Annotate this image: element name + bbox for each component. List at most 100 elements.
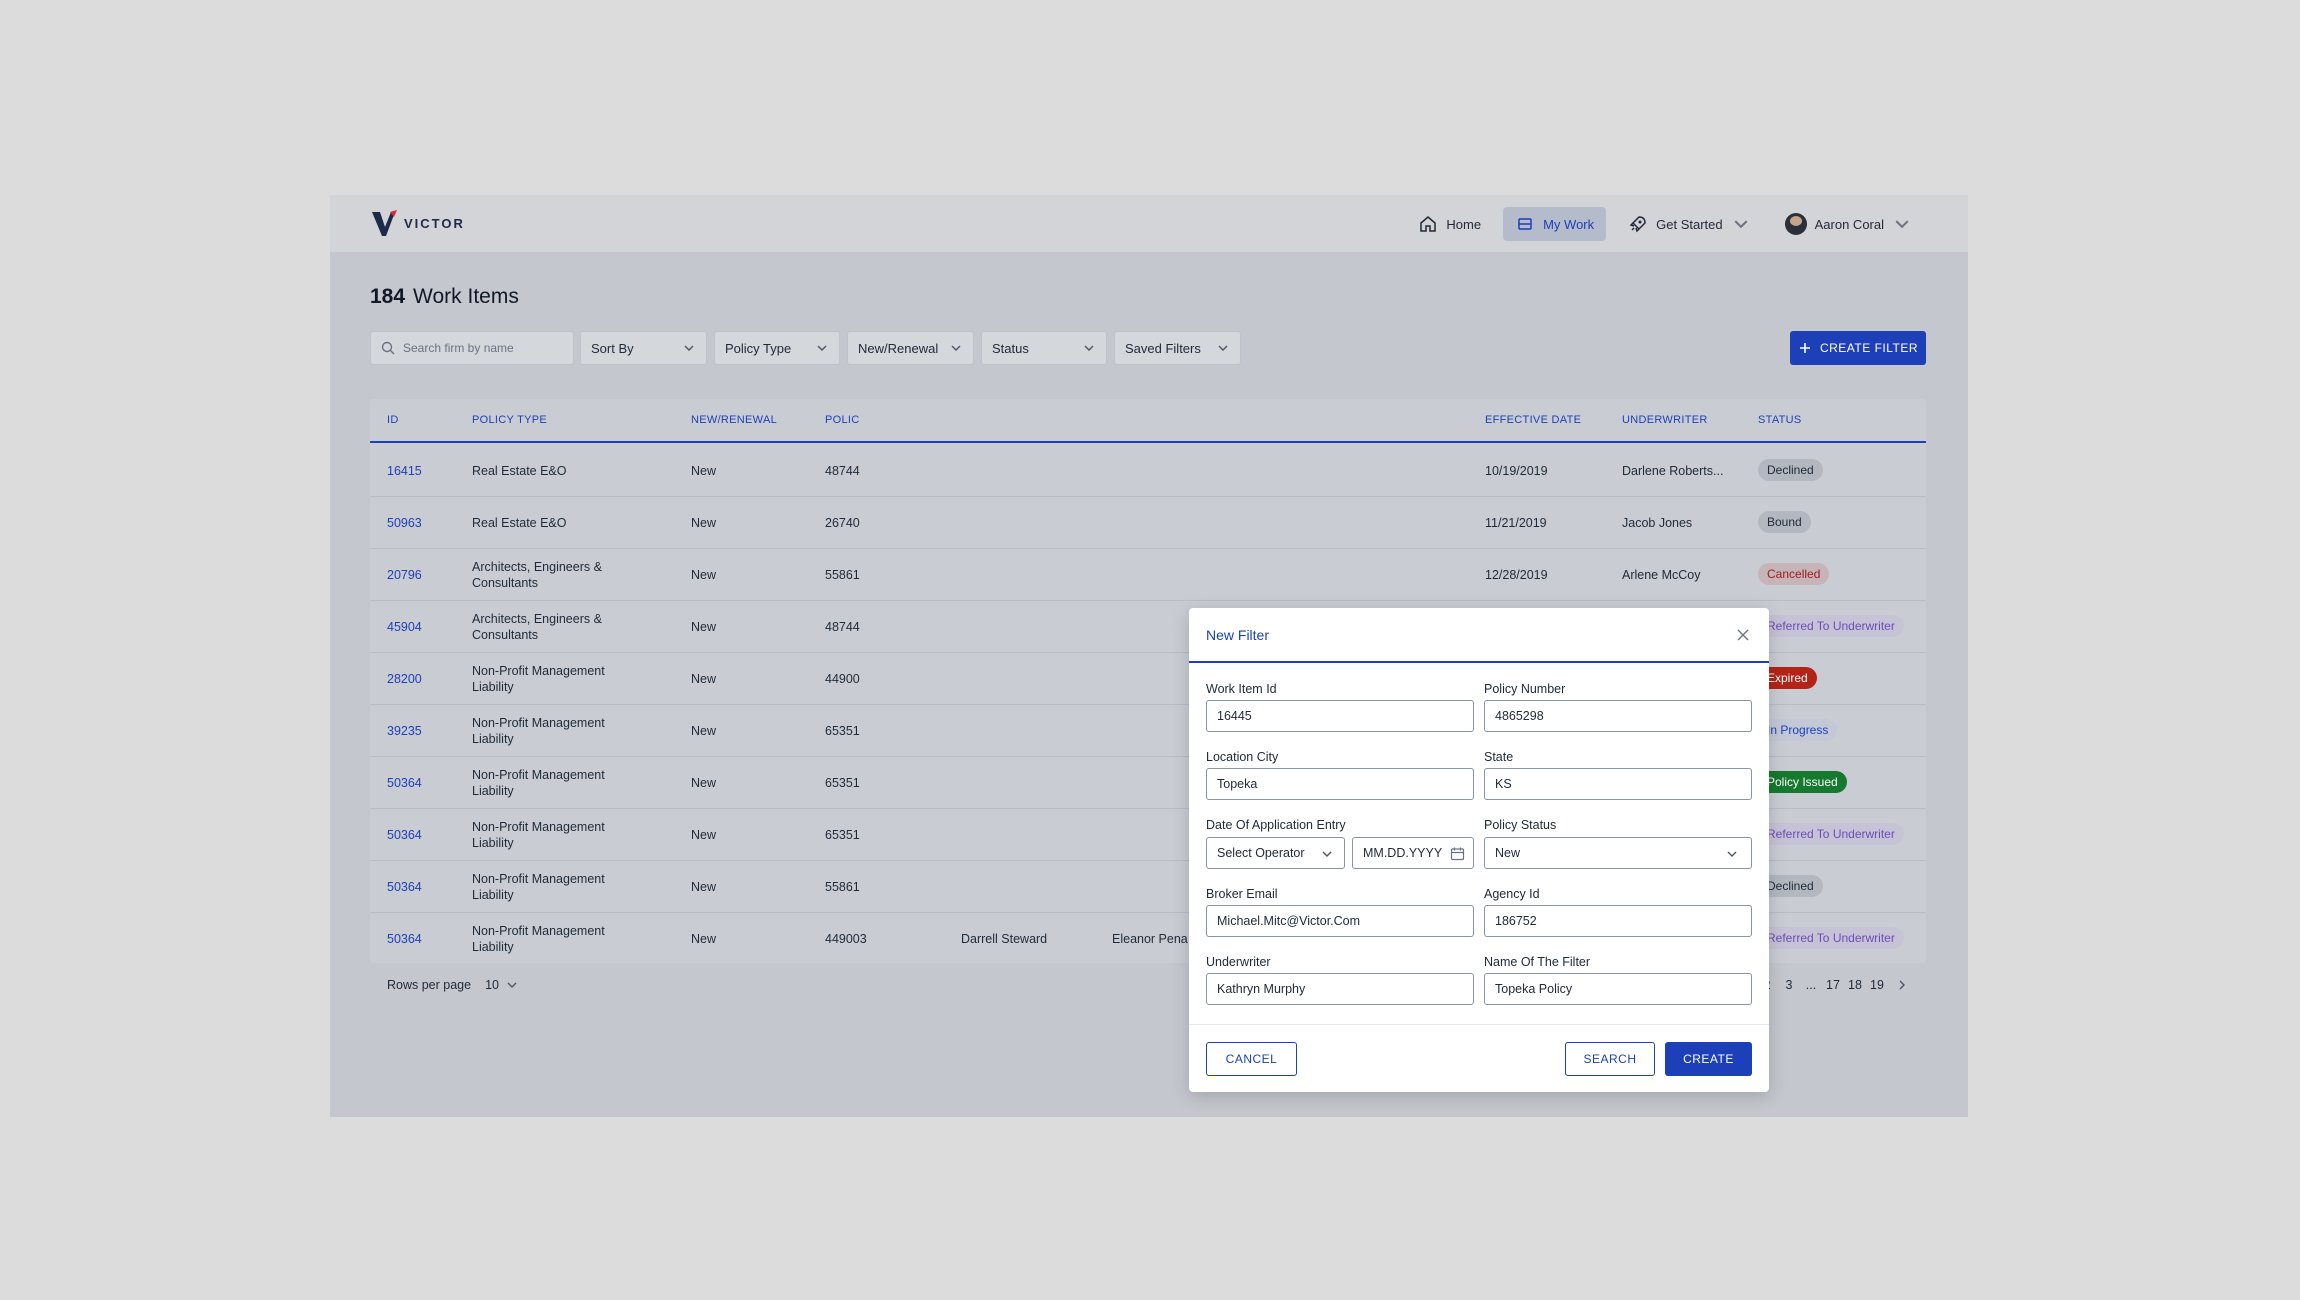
calendar-icon[interactable] bbox=[1450, 846, 1465, 861]
row-new-renewal: New bbox=[691, 776, 717, 790]
page-number[interactable]: 19 bbox=[1870, 978, 1884, 992]
policy-type-dropdown[interactable]: Policy Type bbox=[714, 331, 840, 365]
col-policy-number[interactable]: POLIC bbox=[825, 414, 860, 426]
chevron-down-icon bbox=[684, 345, 694, 351]
row-agent: Eleanor Pena bbox=[1112, 932, 1188, 946]
row-id-link[interactable]: 28200 bbox=[387, 672, 422, 686]
col-new-renewal[interactable]: NEW/RENEWAL bbox=[691, 414, 778, 426]
nav-my-work[interactable]: My Work bbox=[1503, 207, 1607, 241]
row-policy-number: 48744 bbox=[825, 464, 860, 478]
date-input[interactable]: MM.DD.YYYY bbox=[1352, 837, 1474, 869]
top-navigation-bar: VICTOR Home My Work Get Started Aaron Co… bbox=[330, 195, 1968, 252]
row-policy-type: Real Estate E&O bbox=[472, 464, 567, 478]
row-id-link[interactable]: 20796 bbox=[387, 568, 422, 582]
row-id-link[interactable]: 45904 bbox=[387, 620, 422, 634]
policy-status-select[interactable]: New bbox=[1484, 837, 1752, 869]
nav-get-started[interactable]: Get Started bbox=[1616, 207, 1762, 241]
col-underwriter[interactable]: UNDERWRITER bbox=[1622, 414, 1708, 426]
col-id[interactable]: ID bbox=[387, 414, 399, 426]
row-id-link[interactable]: 50963 bbox=[387, 516, 422, 530]
state-label: State bbox=[1484, 750, 1514, 764]
create-filter-label: CREATE FILTER bbox=[1819, 341, 1919, 355]
search-button[interactable]: SEARCH bbox=[1565, 1042, 1655, 1076]
status-badge: Policy Issued bbox=[1758, 771, 1847, 793]
work-item-id-label: Work Item Id bbox=[1206, 682, 1277, 696]
row-policy-number: 449003 bbox=[825, 932, 867, 946]
row-effective-date: 10/19/2019 bbox=[1485, 464, 1548, 478]
cancel-button[interactable]: CANCEL bbox=[1206, 1042, 1297, 1076]
row-new-renewal: New bbox=[691, 568, 717, 582]
table-row[interactable]: 20796 Architects, Engineers & Consultants N… bbox=[370, 549, 1926, 601]
col-status[interactable]: STATUS bbox=[1758, 414, 1802, 426]
row-id-link[interactable]: 16415 bbox=[387, 464, 422, 478]
row-new-renewal: New bbox=[691, 672, 717, 686]
rows-per-page-value: 10 bbox=[485, 978, 499, 992]
table-row[interactable]: 50963 Real Estate E&O New 26740 11/21/2019 Ja… bbox=[370, 497, 1926, 549]
chevron-down-icon bbox=[951, 345, 961, 351]
chevron-down-icon bbox=[1895, 220, 1909, 229]
status-badge: Declined bbox=[1758, 459, 1823, 481]
filter-name-label: Name Of The Filter bbox=[1484, 955, 1591, 969]
create-button[interactable]: CREATE bbox=[1665, 1042, 1752, 1076]
home-icon bbox=[1420, 216, 1437, 232]
work-item-id-field[interactable]: 16445 bbox=[1206, 700, 1474, 732]
row-policy-type: Real Estate E&O bbox=[472, 516, 567, 530]
date-of-application-label: Date Of Application Entry bbox=[1206, 818, 1346, 832]
app-frame: VICTOR Home My Work Get Started Aaron Co… bbox=[330, 195, 1968, 1117]
broker-email-field[interactable]: Michael.Mitc@Victor.Com bbox=[1206, 905, 1474, 937]
saved-filters-dropdown[interactable]: Saved Filters bbox=[1114, 331, 1241, 365]
sort-by-dropdown[interactable]: Sort By bbox=[580, 331, 707, 365]
status-label: Status bbox=[992, 340, 1029, 356]
page-title: 184 Work Items bbox=[370, 285, 519, 309]
agency-id-label: Agency Id bbox=[1484, 887, 1540, 901]
create-filter-button[interactable]: CREATE FILTER bbox=[1790, 331, 1926, 365]
chevron-right-icon[interactable] bbox=[1896, 979, 1908, 991]
row-policy-number: 44900 bbox=[825, 672, 860, 686]
row-id-link[interactable]: 50364 bbox=[387, 776, 422, 790]
underwriter-field[interactable]: Kathryn Murphy bbox=[1206, 973, 1474, 1005]
row-id-link[interactable]: 50364 bbox=[387, 828, 422, 842]
chevron-down-icon bbox=[1084, 345, 1094, 351]
date-operator-select[interactable]: Select Operator bbox=[1206, 837, 1345, 869]
location-city-field[interactable]: Topeka bbox=[1206, 768, 1474, 800]
row-broker: Darrell Steward bbox=[961, 932, 1048, 946]
status-badge: Referred To Underwriter bbox=[1758, 927, 1904, 949]
col-effective-date[interactable]: EFFECTIVE DATE bbox=[1485, 414, 1582, 426]
page-number[interactable]: 17 bbox=[1826, 978, 1840, 992]
saved-filters-label: Saved Filters bbox=[1125, 340, 1201, 356]
row-policy-number: 65351 bbox=[825, 776, 860, 790]
row-new-renewal: New bbox=[691, 516, 717, 530]
filter-toolbar: Search firm by name Sort By Policy Type … bbox=[370, 331, 1926, 367]
search-icon bbox=[381, 341, 395, 355]
status-badge: In Progress bbox=[1758, 719, 1838, 741]
search-input[interactable]: Search firm by name bbox=[370, 331, 574, 365]
status-dropdown[interactable]: Status bbox=[981, 331, 1107, 365]
row-id-link[interactable]: 39235 bbox=[387, 724, 422, 738]
row-new-renewal: New bbox=[691, 932, 717, 946]
rows-per-page-select[interactable]: 10 bbox=[485, 978, 519, 992]
row-id-link[interactable]: 50364 bbox=[387, 932, 422, 946]
nav-home[interactable]: Home bbox=[1406, 207, 1493, 241]
page-number[interactable]: 3 bbox=[1785, 978, 1793, 992]
policy-number-field[interactable]: 4865298 bbox=[1484, 700, 1752, 732]
agency-id-field[interactable]: 186752 bbox=[1484, 905, 1752, 937]
row-new-renewal: New bbox=[691, 620, 717, 634]
policy-status-label: Policy Status bbox=[1484, 818, 1557, 832]
new-renewal-dropdown[interactable]: New/Renewal bbox=[847, 331, 974, 365]
filter-name-field[interactable]: Topeka Policy bbox=[1484, 973, 1752, 1005]
status-badge: Referred To Underwriter bbox=[1758, 823, 1904, 845]
status-badge: Cancelled bbox=[1758, 563, 1830, 585]
user-menu[interactable]: Aaron Coral bbox=[1773, 207, 1924, 241]
state-field[interactable]: KS bbox=[1484, 768, 1752, 800]
rows-per-page-label: Rows per page bbox=[387, 978, 472, 992]
page-number[interactable]: 18 bbox=[1848, 978, 1862, 992]
victor-logo[interactable]: VICTOR bbox=[370, 208, 465, 238]
date-placeholder: MM.DD.YYYY bbox=[1363, 846, 1443, 860]
col-policy-type[interactable]: POLICY TYPE bbox=[472, 414, 548, 426]
close-icon[interactable] bbox=[1735, 627, 1751, 643]
row-effective-date: 11/21/2019 bbox=[1485, 516, 1547, 530]
table-row[interactable]: 16415 Real Estate E&O New 48744 10/19/2019 Da… bbox=[370, 445, 1926, 497]
policy-type-label: Policy Type bbox=[725, 340, 792, 356]
row-id-link[interactable]: 50364 bbox=[387, 880, 422, 894]
row-policy-type: Non-Profit Management Liability bbox=[472, 716, 605, 746]
